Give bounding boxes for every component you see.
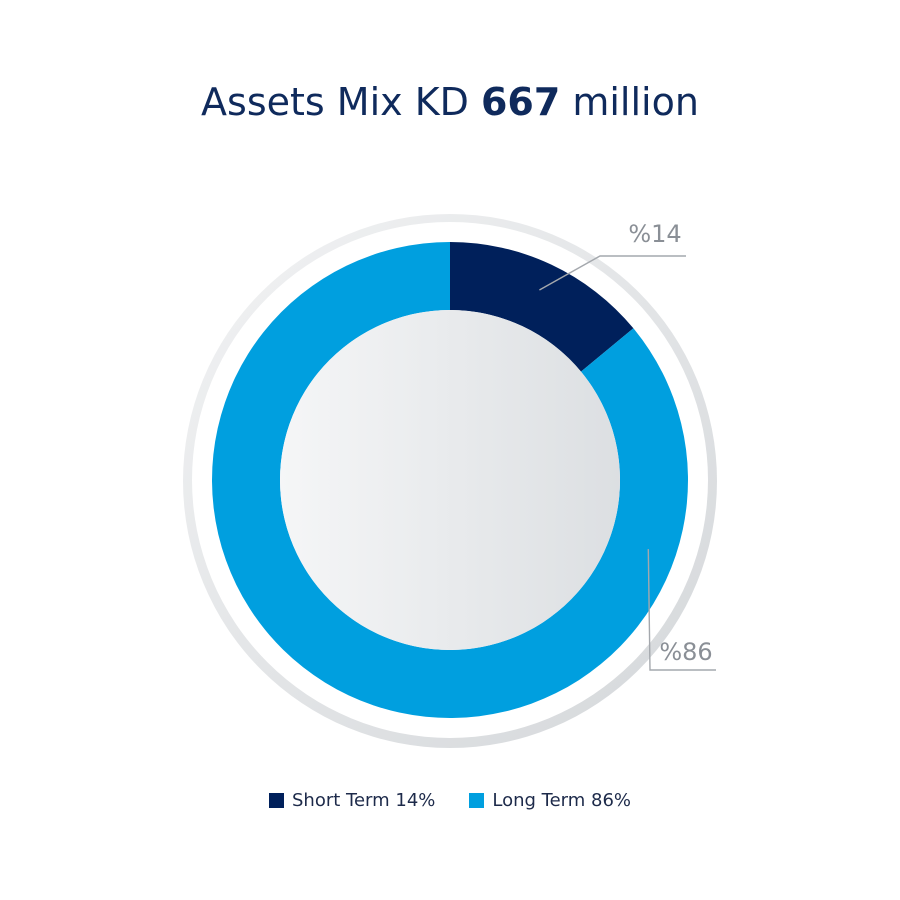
legend-label-long-term: Long Term 86% — [492, 790, 632, 811]
data-label-short-term: %14 — [628, 220, 681, 248]
donut-slice-short-term — [450, 242, 634, 372]
title-value: 667 — [480, 80, 561, 124]
legend-item-long-term: Long Term 86% — [469, 790, 631, 811]
title-prefix: Assets Mix KD — [201, 80, 481, 124]
chart-title: Assets Mix KD 667 million — [0, 80, 900, 124]
title-suffix: million — [560, 80, 699, 124]
legend-label-short-term: Short Term 14% — [291, 790, 436, 811]
legend-swatch-long-term — [469, 793, 485, 808]
donut-inner-disc — [280, 310, 620, 650]
chart-legend: Short Term 14% Long Term 86% — [0, 790, 900, 811]
legend-item-short-term: Short Term 14% — [268, 790, 436, 811]
legend-swatch-short-term — [268, 793, 284, 808]
leader-line-short-term — [539, 255, 686, 291]
leader-line-long-term — [647, 549, 716, 671]
data-label-long-term: %86 — [659, 638, 712, 666]
